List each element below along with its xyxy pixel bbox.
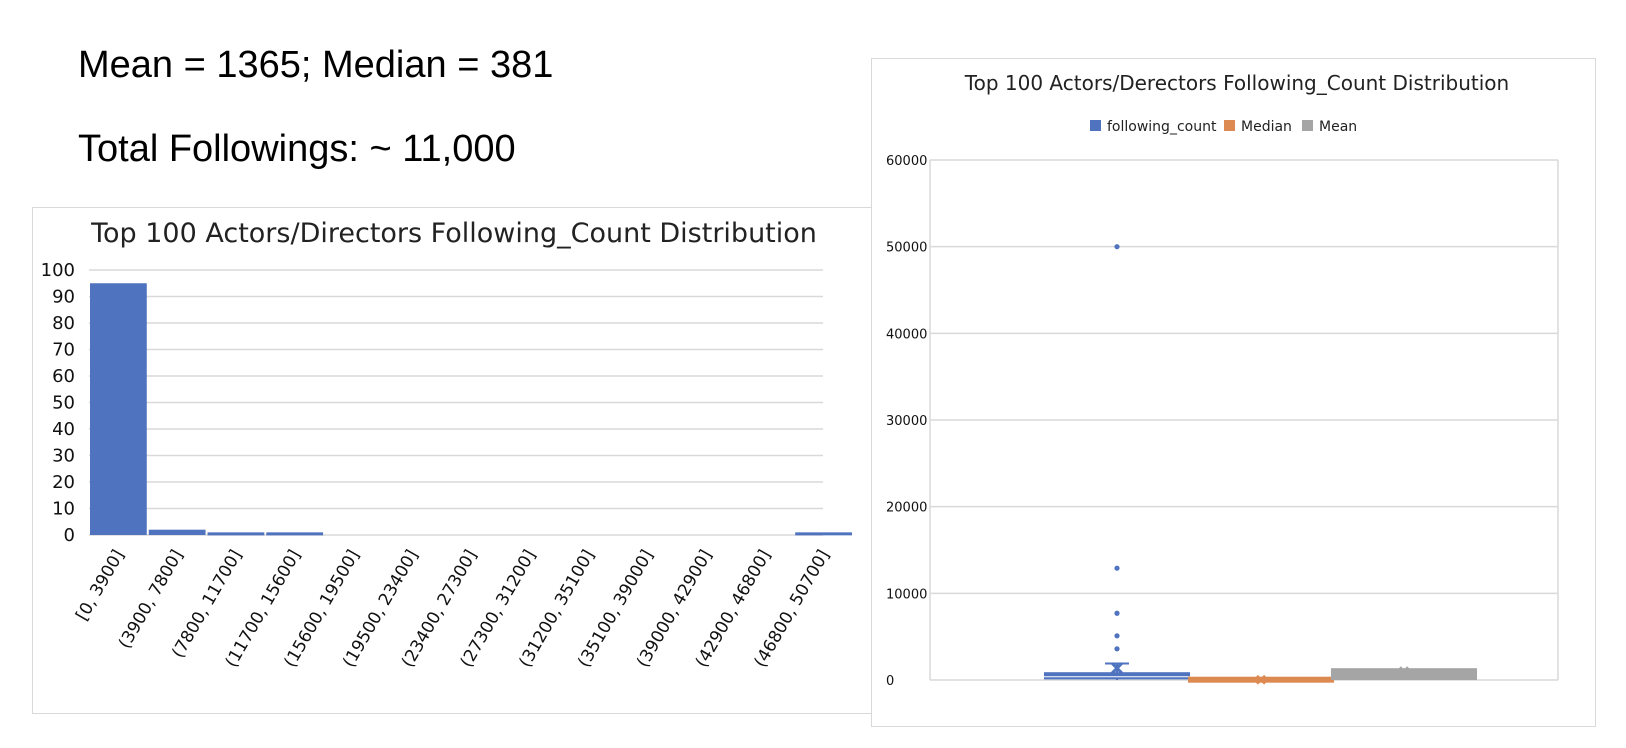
histogram-title: Top 100 Actors/Directors Following_Count… xyxy=(90,218,817,249)
hist-ytick-label: 100 xyxy=(41,260,75,281)
legend-label-median: Median xyxy=(1241,119,1292,135)
hist-ytick-label: 80 xyxy=(52,313,75,334)
hist-bar xyxy=(90,283,147,535)
legend-label-following-count: following_count xyxy=(1107,119,1217,135)
hist-ytick-label: 50 xyxy=(52,393,75,414)
hist-ytick-label: 10 xyxy=(52,499,75,520)
hist-ytick-label: 40 xyxy=(52,419,75,440)
hist-bar xyxy=(207,532,265,536)
mean-mean-marker xyxy=(1399,666,1409,677)
boxplot-panel: Top 100 Actors/Derectors Following_Count… xyxy=(871,58,1596,727)
box-ytick-label: 20000 xyxy=(886,501,927,516)
hist-ytick-label: 90 xyxy=(52,287,75,308)
following-count-outlier-point xyxy=(1114,565,1120,571)
histogram-panel: Top 100 Actors/Directors Following_Count… xyxy=(32,207,876,714)
box-ytick-label: 60000 xyxy=(886,154,927,169)
box-ytick-label: 0 xyxy=(886,674,894,689)
hist-ytick-label: 60 xyxy=(52,366,75,387)
following-count-outlier-point xyxy=(1114,633,1120,639)
box-ytick-label: 50000 xyxy=(886,241,927,256)
stats-headline: Mean = 1365; Median = 381 xyxy=(78,44,554,86)
following-count-mean-marker xyxy=(1110,662,1124,675)
hist-bar xyxy=(795,532,852,536)
hist-ytick-label: 0 xyxy=(64,525,75,546)
hist-xtick-label: [0, 3900] xyxy=(72,547,128,625)
legend-swatch-median xyxy=(1224,120,1235,131)
hist-bar xyxy=(148,529,206,535)
boxplot-chart: Top 100 Actors/Derectors Following_Count… xyxy=(886,71,1559,689)
box-ytick-label: 40000 xyxy=(886,327,927,342)
median-mean-marker xyxy=(1256,674,1266,685)
hist-ytick-label: 70 xyxy=(52,340,75,361)
mean-bar xyxy=(1331,668,1477,680)
boxplot-title: Top 100 Actors/Derectors Following_Count… xyxy=(964,71,1509,95)
total-followings-headline: Total Followings: ~ 11,000 xyxy=(78,128,516,170)
histogram-chart: Top 100 Actors/Directors Following_Count… xyxy=(41,218,852,671)
legend-label-mean: Mean xyxy=(1319,119,1357,135)
following-count-outlier-point xyxy=(1114,244,1120,250)
legend-swatch-following-count xyxy=(1090,120,1101,131)
hist-ytick-label: 30 xyxy=(52,446,75,467)
box-ytick-label: 30000 xyxy=(886,414,927,429)
following-count-outlier-point xyxy=(1114,610,1120,616)
hist-ytick-label: 20 xyxy=(52,472,75,493)
hist-bar xyxy=(266,532,324,536)
following-count-box xyxy=(1044,672,1190,680)
box-ytick-label: 10000 xyxy=(886,587,927,602)
legend-swatch-mean xyxy=(1302,120,1313,131)
following-count-outlier-point xyxy=(1114,646,1120,652)
